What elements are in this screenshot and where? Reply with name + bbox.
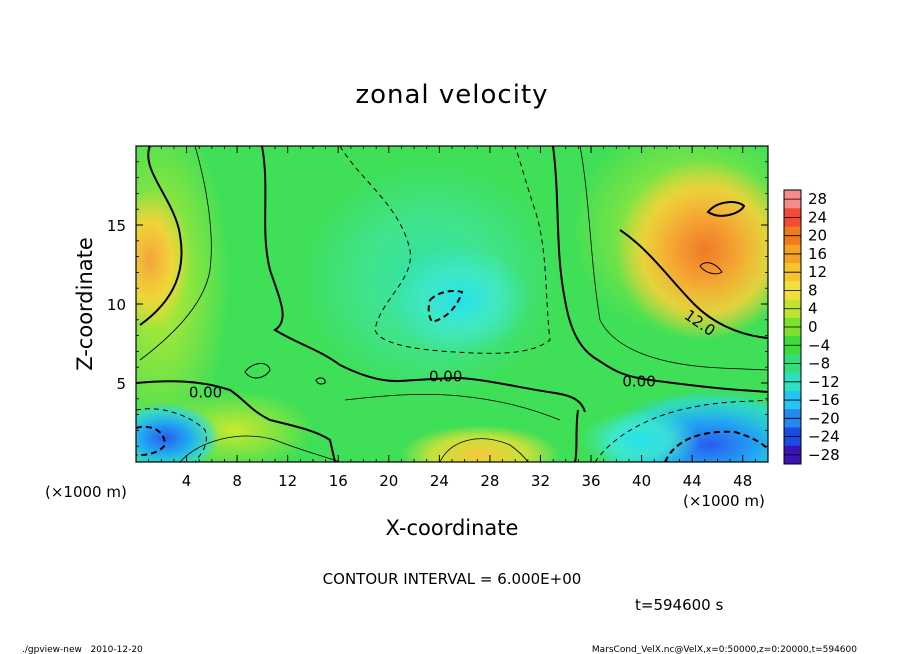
zero-contour-bottom-right <box>574 409 579 462</box>
contour-18-small <box>699 262 723 275</box>
y-ticks: 5 10 15 <box>107 161 768 447</box>
x-tick-label: 4 <box>182 472 192 490</box>
y-tick-label: 10 <box>107 296 126 314</box>
chart-title: zonal velocity <box>355 80 548 110</box>
x-tick-label: 40 <box>632 472 651 490</box>
x-tick-label: 8 <box>232 472 242 490</box>
contour-small-loop-b <box>315 377 326 385</box>
colorbar-tick-label: 20 <box>808 227 827 245</box>
colorbar-tick-label: 12 <box>808 263 827 281</box>
contour-neg6-center <box>339 146 551 354</box>
contour-label: 0.00 <box>429 368 462 386</box>
time-stamp: t=594600 s <box>635 596 723 614</box>
y-tick-label: 15 <box>107 217 126 235</box>
color-field <box>136 146 768 462</box>
x-axis-label: X-coordinate <box>386 516 519 540</box>
colorbar-tick-label: 0 <box>808 318 818 336</box>
x-tick-label: 36 <box>581 472 600 490</box>
x-tick-label: 16 <box>329 472 348 490</box>
colorbar-tick-label: −8 <box>808 355 830 373</box>
contour-neg12-bottom-right <box>664 430 768 462</box>
footer-left: ./gpview-new 2010-12-20 <box>22 645 143 654</box>
contour-neg6-bottom-left <box>136 408 207 462</box>
contour-lines <box>136 146 768 462</box>
x-unit-left: (×1000 m) <box>45 483 127 501</box>
y-axis-label: Z-coordinate <box>73 237 97 371</box>
contour-small-loop-a <box>244 363 271 379</box>
colorbar-tick-label: −24 <box>808 428 840 446</box>
colorbar-tick-label: −16 <box>808 391 840 409</box>
footer-right: MarsCond_VelX.nc@VelX,x=0:50000,z=0:2000… <box>592 645 857 654</box>
x-unit-right: (×1000 m) <box>683 492 765 510</box>
zero-contour-left <box>139 146 183 326</box>
contour-12-small <box>706 201 746 217</box>
contour-6-bottom <box>439 438 529 462</box>
colorbar-tick-label: 16 <box>808 245 827 263</box>
x-tick-label: 28 <box>480 472 499 490</box>
x-tick-label: 12 <box>278 472 297 490</box>
contour-label: 0.00 <box>622 372 655 390</box>
y-tick-label: 5 <box>116 375 126 393</box>
colorbar-tick-label: 28 <box>808 190 827 208</box>
colorbar-tick-label: 24 <box>808 208 827 226</box>
colorbar-tick-label: −12 <box>808 373 840 391</box>
contour-6-right <box>579 146 768 371</box>
colorbar-tick-label: 8 <box>808 281 818 299</box>
x-tick-label: 20 <box>379 472 398 490</box>
zero-contour-lower <box>136 380 336 462</box>
zero-contour-upper-middle <box>261 146 586 413</box>
contour-6-left <box>139 146 212 361</box>
contour-label: 0.00 <box>189 383 222 401</box>
contour-interval: CONTOUR INTERVAL = 6.000E+00 <box>323 570 582 588</box>
x-tick-label: 24 <box>430 472 449 490</box>
contour-6-bottom-left <box>179 435 341 462</box>
colorbar-tick-label: −20 <box>808 409 840 427</box>
colorbar-tick-label: −4 <box>808 336 830 354</box>
zero-contour-right <box>552 146 768 393</box>
colorbar-tick-label: 4 <box>808 300 818 318</box>
contour-neg6-bottom-right <box>594 399 768 462</box>
colorbar-tick-label: −28 <box>808 446 840 464</box>
contour-neg12-center <box>427 290 464 324</box>
x-tick-label: 44 <box>683 472 702 490</box>
contour-12-right <box>619 229 768 339</box>
x-tick-label: 48 <box>733 472 752 490</box>
contour-neg12-bottom-left <box>136 425 167 457</box>
x-ticks: 4 8 12 16 20 24 28 32 36 40 44 48 <box>148 146 756 490</box>
contour-6-lower-mid <box>344 393 561 421</box>
x-tick-label: 32 <box>531 472 550 490</box>
